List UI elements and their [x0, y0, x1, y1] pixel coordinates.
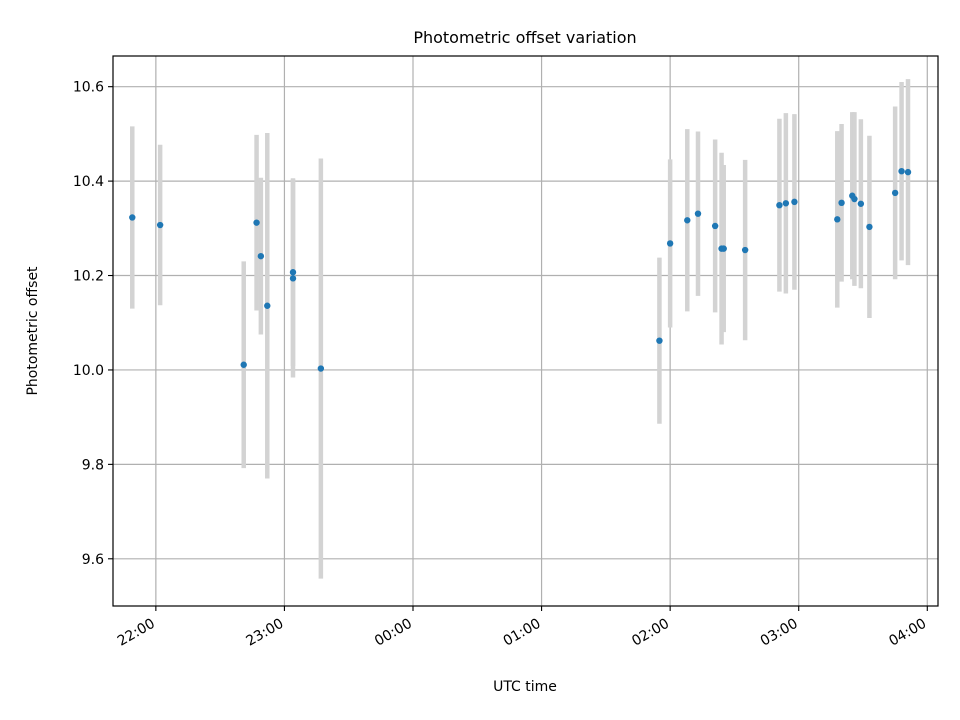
y-tick-label: 9.8 [82, 457, 104, 473]
data-point [289, 269, 297, 276]
data-point [656, 337, 663, 344]
data-point [866, 223, 873, 231]
data-point [898, 167, 905, 175]
data-point [904, 168, 912, 176]
chart-title: Photometric offset variation [413, 28, 636, 47]
data-point [666, 240, 674, 247]
data-point [776, 201, 783, 209]
data-point [684, 217, 691, 224]
y-tick-label: 10.0 [73, 363, 104, 379]
y-tick-label: 10.6 [73, 80, 104, 96]
data-point [317, 365, 325, 372]
y-tick-label: 10.2 [73, 269, 104, 285]
y-axis-label: Photometric offset [25, 266, 41, 396]
y-axis-ticks: 9.6 9.8 10.0 10.2 10.4 10.6 [73, 80, 113, 568]
data-point [791, 198, 798, 206]
data-point [891, 189, 899, 197]
plot-area [113, 56, 938, 606]
data-point [129, 214, 136, 221]
data-point [156, 221, 164, 229]
y-tick-label: 10.4 [73, 174, 104, 190]
x-axis-label: UTC time [493, 679, 557, 695]
data-point [257, 252, 265, 260]
axes-frame [112, 55, 939, 607]
data-point [851, 195, 858, 203]
data-point [711, 222, 719, 230]
data-point [253, 219, 260, 226]
data-point [857, 200, 865, 207]
data-point [289, 275, 297, 282]
data-point [741, 246, 749, 254]
data-point [720, 245, 727, 252]
data-point [834, 216, 841, 223]
data-point [694, 210, 702, 217]
data-point [838, 199, 845, 207]
data-point [782, 200, 790, 207]
y-tick-label: 9.6 [82, 552, 104, 568]
grid [113, 56, 938, 606]
data-point [264, 302, 271, 309]
data-points [129, 167, 912, 372]
data-point [240, 361, 247, 368]
